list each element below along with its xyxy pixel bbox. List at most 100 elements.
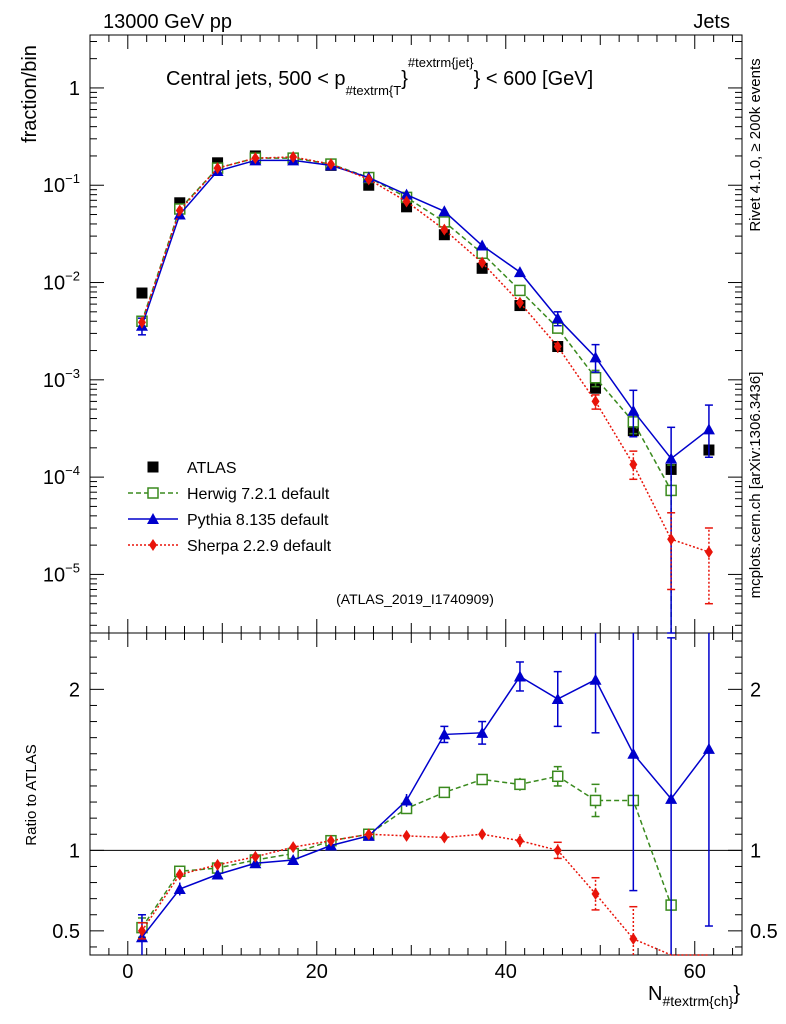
legend-label-sherpa: Sherpa 2.2.9 default bbox=[187, 538, 332, 555]
upper-y-tick-label-base: 10 bbox=[43, 564, 65, 586]
pythia-marker bbox=[627, 404, 640, 416]
herwig-marker bbox=[147, 487, 159, 499]
sherpa-marker bbox=[667, 533, 676, 546]
upper-axis-ticks: 110−110−210−310−410−5 bbox=[43, 41, 742, 626]
lower-y-tick-label-left: 2 bbox=[69, 679, 80, 701]
lower-y-tick-label-right: 0.5 bbox=[750, 921, 778, 943]
sherpa-marker bbox=[213, 858, 222, 871]
source-label: mcplots.cern.ch [arXiv:1306.3436] bbox=[747, 372, 764, 599]
upper-y-tick-label: 10−4 bbox=[43, 463, 80, 489]
x-tick-label: 40 bbox=[495, 961, 517, 983]
pythia-marker bbox=[400, 188, 413, 200]
legend-entry-sherpa: Sherpa 2.2.9 default bbox=[128, 538, 332, 555]
pythia-marker bbox=[551, 693, 564, 705]
herwig-marker bbox=[438, 786, 451, 799]
x-tick-label: 20 bbox=[306, 961, 328, 983]
pythia-ratio-line bbox=[141, 675, 710, 938]
lower-panel-frame bbox=[89, 632, 743, 956]
lower-axis-ticks: 0.5 0.5 1 1 2 2 bbox=[52, 640, 778, 948]
sherpa-marker bbox=[440, 223, 449, 236]
upper-y-tick-label: 1 bbox=[69, 78, 80, 100]
sherpa-marker bbox=[289, 841, 298, 854]
pythia-marker bbox=[551, 312, 564, 324]
pythia-ratio-series bbox=[135, 633, 715, 955]
pythia-marker bbox=[147, 513, 159, 524]
plot-title-sup: #textrm{jet} bbox=[408, 55, 474, 70]
rivet-version-label: Rivet 4.1.0, ≥ 200k events bbox=[747, 58, 764, 231]
lower-series-layer bbox=[135, 633, 715, 956]
upper-y-tick-label-exp: −2 bbox=[65, 269, 80, 284]
sherpa-marker bbox=[553, 844, 562, 857]
sherpa-marker bbox=[149, 539, 157, 551]
lower-y-axis-label: Ratio to ATLAS bbox=[23, 744, 40, 845]
x-axis-label-close: } bbox=[733, 983, 740, 1005]
upper-y-tick-label-base: 10 bbox=[43, 273, 65, 295]
legend-entry-herwig: Herwig 7.2.1 default bbox=[128, 486, 330, 503]
sherpa-marker bbox=[326, 158, 335, 171]
sherpa-marker bbox=[591, 395, 600, 408]
sherpa-marker bbox=[137, 924, 146, 937]
pythia-marker bbox=[665, 452, 678, 464]
pythia-upper-series bbox=[135, 154, 715, 634]
upper-y-tick-label-exp: −1 bbox=[65, 171, 80, 186]
pythia-marker bbox=[513, 670, 526, 682]
herwig-marker bbox=[589, 372, 602, 384]
pythia-marker bbox=[513, 266, 526, 278]
lower-y-tick-label-left: 1 bbox=[69, 840, 80, 862]
pythia-marker bbox=[702, 423, 715, 435]
pythia-marker bbox=[627, 747, 640, 759]
sherpa-marker bbox=[478, 828, 487, 841]
plot-title-tail: < 600 [GeV] bbox=[480, 68, 593, 90]
sherpa-marker bbox=[364, 173, 373, 186]
upper-y-axis-label: fraction/bin bbox=[19, 45, 41, 143]
process-label: Jets bbox=[693, 11, 730, 33]
pythia-marker bbox=[438, 728, 451, 740]
legend: ATLAS Herwig 7.2.1 default Pythia 8.135 de… bbox=[128, 460, 332, 555]
sherpa-marker bbox=[591, 887, 600, 900]
sherpa-marker bbox=[515, 834, 524, 847]
herwig-marker bbox=[514, 778, 526, 791]
sherpa-marker bbox=[175, 204, 184, 217]
legend-label-atlas: ATLAS bbox=[187, 460, 237, 477]
legend-label-pythia: Pythia 8.135 default bbox=[187, 512, 329, 529]
sherpa-marker bbox=[175, 868, 184, 881]
x-axis-label-main: N bbox=[648, 983, 662, 1005]
sherpa-marker bbox=[251, 850, 260, 863]
sherpa-marker bbox=[704, 545, 713, 558]
upper-y-tick-label-base: 10 bbox=[43, 175, 65, 197]
pythia-marker bbox=[400, 794, 413, 806]
sherpa-marker bbox=[478, 256, 487, 269]
herwig-ratio-series bbox=[136, 765, 677, 939]
sherpa-upper-line bbox=[141, 156, 710, 553]
pythia-marker bbox=[702, 742, 715, 754]
plot-title-sub: #textrm{T bbox=[346, 83, 402, 98]
lower-y-tick-label-left: 0.5 bbox=[52, 921, 80, 943]
upper-series-layer bbox=[135, 150, 715, 634]
legend-entry-pythia: Pythia 8.135 default bbox=[128, 512, 329, 529]
herwig-marker bbox=[476, 773, 488, 786]
pythia-marker bbox=[589, 351, 602, 363]
legend-label-herwig: Herwig 7.2.1 default bbox=[187, 486, 330, 503]
upper-y-tick-label: 10−3 bbox=[43, 366, 80, 392]
plot-title-main: Central jets, 500 < p bbox=[166, 68, 346, 90]
pythia-marker bbox=[476, 726, 489, 738]
sherpa-marker bbox=[629, 932, 638, 945]
pythia-marker bbox=[589, 673, 602, 685]
sherpa-marker bbox=[629, 458, 638, 471]
atlas-marker bbox=[136, 287, 148, 299]
upper-y-tick-label: 10−2 bbox=[43, 269, 80, 295]
pythia-marker bbox=[476, 239, 489, 251]
x-tick-label: 60 bbox=[684, 961, 706, 983]
sherpa-marker bbox=[364, 828, 373, 841]
sherpa-marker bbox=[402, 195, 411, 208]
herwig-marker bbox=[514, 284, 526, 297]
sherpa-marker bbox=[553, 340, 562, 353]
x-axis-label-sub: #textrm{ch} bbox=[662, 993, 733, 1009]
x-tick-label: 0 bbox=[122, 961, 133, 983]
sherpa-marker bbox=[440, 831, 449, 844]
analysis-id-label: (ATLAS_2019_I1740909) bbox=[336, 591, 494, 607]
x-axis-label: N#textrm{ch}} bbox=[648, 983, 740, 1009]
pythia-marker bbox=[287, 854, 300, 866]
sherpa-upper-series bbox=[137, 151, 713, 605]
atlas-marker bbox=[590, 382, 602, 394]
